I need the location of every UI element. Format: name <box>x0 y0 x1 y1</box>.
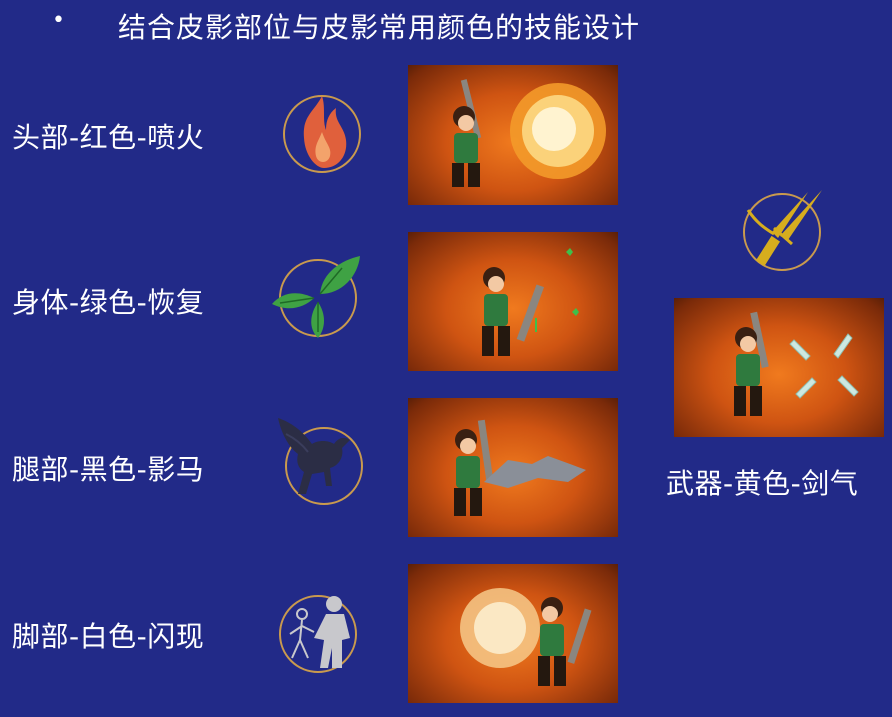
dash-figure-icon <box>272 588 368 684</box>
scene-fire-breath <box>408 65 618 205</box>
scene-flash <box>408 564 618 703</box>
skill-label-feet: 脚部-白色-闪现 <box>12 620 205 653</box>
skill-label-weapon: 武器-黄色-剑气 <box>666 467 859 500</box>
scene-sword-qi <box>674 298 884 437</box>
slide-title: 结合皮影部位与皮影常用颜色的技能设计 <box>118 11 641 44</box>
scene-heal <box>408 232 618 371</box>
bullet-mark: • <box>52 8 65 33</box>
leaf-icon <box>268 250 364 346</box>
fire-icon <box>274 86 370 182</box>
crossed-swords-icon <box>734 182 830 278</box>
skill-label-legs: 腿部-黑色-影马 <box>12 453 205 486</box>
skill-label-head: 头部-红色-喷火 <box>12 121 205 154</box>
scene-shadow-horse <box>408 398 618 537</box>
slide-title-row: • 结合皮影部位与皮影常用颜色的技能设计 <box>0 0 892 50</box>
fire-burst <box>510 83 606 179</box>
pegasus-icon <box>272 414 368 510</box>
skill-label-body: 身体-绿色-恢复 <box>12 286 205 319</box>
